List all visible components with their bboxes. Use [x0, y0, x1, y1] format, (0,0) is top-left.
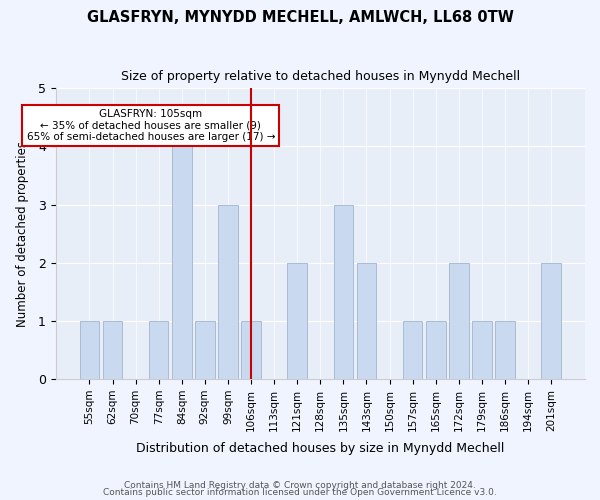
Bar: [356, 263, 376, 379]
Y-axis label: Number of detached properties: Number of detached properties: [16, 140, 29, 326]
Bar: [403, 321, 422, 379]
Bar: [426, 321, 446, 379]
Bar: [287, 263, 307, 379]
X-axis label: Distribution of detached houses by size in Mynydd Mechell: Distribution of detached houses by size …: [136, 442, 505, 455]
Title: Size of property relative to detached houses in Mynydd Mechell: Size of property relative to detached ho…: [121, 70, 520, 83]
Text: GLASFRYN, MYNYDD MECHELL, AMLWCH, LL68 0TW: GLASFRYN, MYNYDD MECHELL, AMLWCH, LL68 0…: [86, 10, 514, 25]
Bar: [472, 321, 491, 379]
Bar: [172, 146, 191, 379]
Bar: [218, 204, 238, 379]
Bar: [195, 321, 215, 379]
Text: GLASFRYN: 105sqm
← 35% of detached houses are smaller (9)
65% of semi-detached h: GLASFRYN: 105sqm ← 35% of detached house…: [26, 108, 275, 142]
Text: Contains public sector information licensed under the Open Government Licence v3: Contains public sector information licen…: [103, 488, 497, 497]
Bar: [80, 321, 99, 379]
Bar: [149, 321, 169, 379]
Bar: [241, 321, 261, 379]
Bar: [495, 321, 515, 379]
Bar: [334, 204, 353, 379]
Text: Contains HM Land Registry data © Crown copyright and database right 2024.: Contains HM Land Registry data © Crown c…: [124, 480, 476, 490]
Bar: [103, 321, 122, 379]
Bar: [541, 263, 561, 379]
Bar: [449, 263, 469, 379]
